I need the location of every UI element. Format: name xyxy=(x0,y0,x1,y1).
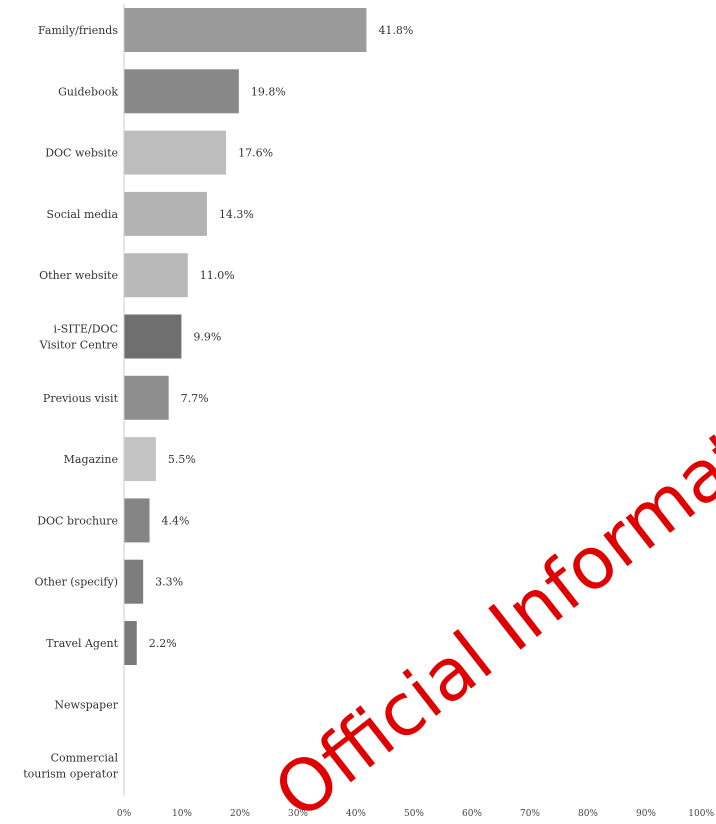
x-tick-label: 90% xyxy=(636,809,656,819)
bar xyxy=(124,8,367,52)
category-label: Other (specify) xyxy=(34,576,118,589)
bars-group: Family/friends 41.8% Guidebook 19.8% DOC web… xyxy=(23,8,413,781)
category-label: Social media xyxy=(47,208,119,221)
value-label: 3.3% xyxy=(155,576,183,589)
category-label: DOC website xyxy=(45,147,118,160)
x-tick-label: 50% xyxy=(404,809,424,819)
x-tick-label: 20% xyxy=(230,809,250,819)
category-label: Family/friends xyxy=(38,24,118,37)
category-label: Guidebook xyxy=(58,85,118,98)
x-axis-ticks: 0% 10% 20% 30% 40% 50% 60% 70% 80% 90% 100% xyxy=(117,809,715,819)
bar xyxy=(124,498,150,543)
bar xyxy=(124,253,188,298)
bar xyxy=(124,69,239,114)
bar xyxy=(124,437,156,482)
bar xyxy=(124,130,227,175)
value-label: 14.3% xyxy=(219,208,254,221)
category-label: Other website xyxy=(39,269,118,282)
category-label: Travel Agent xyxy=(46,637,118,650)
category-label: i-SITE/DOC Visitor Centre xyxy=(39,323,118,352)
value-label: 2.2% xyxy=(149,637,177,650)
x-tick-label: 70% xyxy=(520,809,540,819)
x-tick-label: 80% xyxy=(578,809,598,819)
bar xyxy=(124,191,207,236)
category-label: Newspaper xyxy=(54,698,118,711)
x-tick-label: 0% xyxy=(117,809,132,819)
bar xyxy=(124,559,144,604)
category-label: Magazine xyxy=(64,453,118,466)
x-tick-label: 100% xyxy=(688,809,714,819)
value-label: 19.8% xyxy=(251,85,286,98)
category-label: Previous visit xyxy=(43,392,119,405)
category-label: DOC brochure xyxy=(37,514,118,527)
x-tick-label: 30% xyxy=(288,809,308,819)
watermark: Official Information xyxy=(259,345,716,824)
x-tick-label: 10% xyxy=(172,809,192,819)
x-tick-label: 40% xyxy=(346,809,366,819)
value-label: 5.5% xyxy=(168,453,196,466)
value-label: 4.4% xyxy=(162,514,190,527)
value-label: 9.9% xyxy=(193,331,221,344)
bar xyxy=(124,375,169,420)
bar xyxy=(124,314,182,359)
x-tick-label: 60% xyxy=(462,809,482,819)
value-label: 41.8% xyxy=(378,24,413,37)
category-label: Commercial tourism operator xyxy=(23,752,119,781)
value-label: 7.7% xyxy=(181,392,209,405)
bar xyxy=(124,621,137,665)
value-label: 17.6% xyxy=(238,147,273,160)
value-label: 11.0% xyxy=(200,269,235,282)
